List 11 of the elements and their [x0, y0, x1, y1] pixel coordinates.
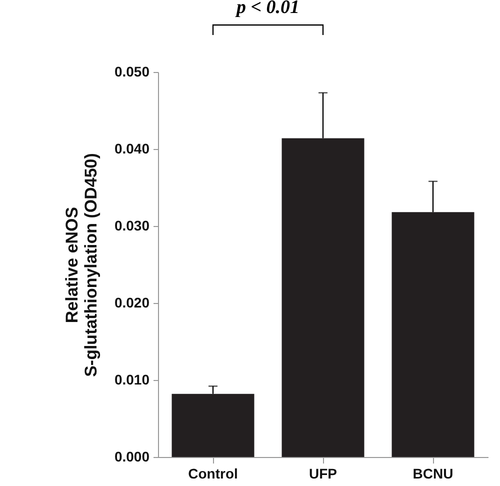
- y-tick-label: 0.020: [114, 294, 150, 310]
- x-tick-label: BCNU: [412, 466, 454, 482]
- y-tick-label: 0.040: [114, 140, 150, 156]
- y-tick-label: 0.050: [114, 64, 150, 80]
- y-tick-label: 0.030: [114, 218, 150, 234]
- y-tick-label: 0.000: [114, 448, 150, 464]
- y-tick-label: 0.010: [114, 372, 150, 388]
- text: p < 0.01: [236, 0, 300, 19]
- x-tick-label: UFP: [309, 466, 337, 482]
- y-axis-title: Relative eNOS S-glutathionylation (OD450): [62, 153, 100, 377]
- x-tick-label: Control: [188, 466, 238, 482]
